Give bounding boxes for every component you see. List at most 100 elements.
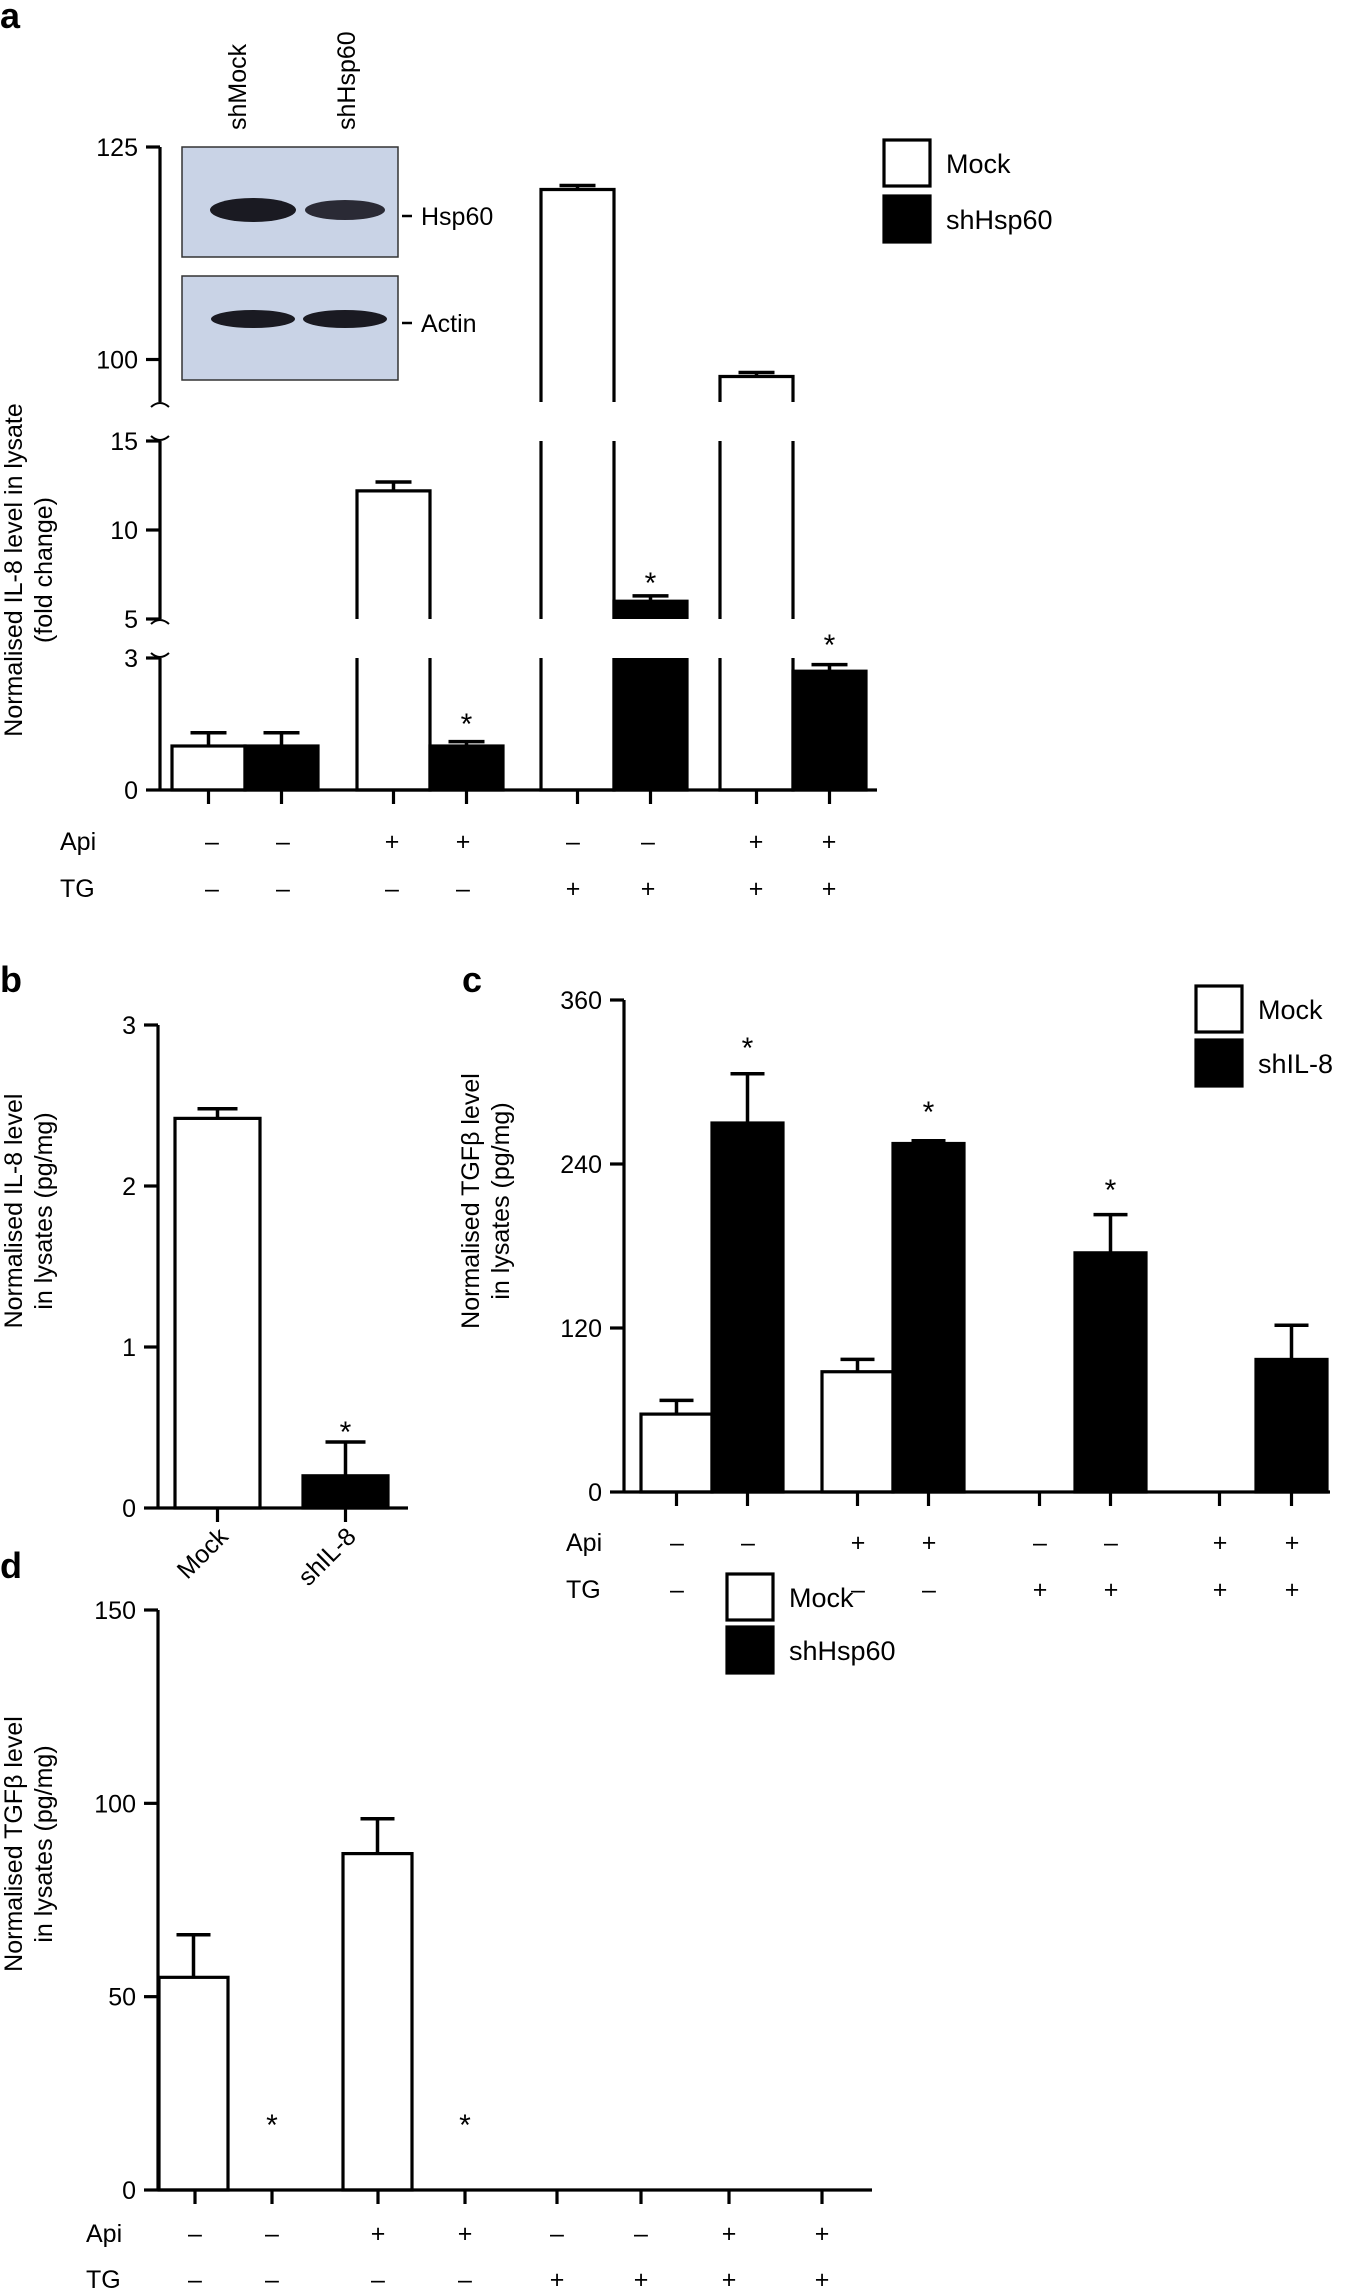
y-tick-label-d: 0 <box>122 2177 136 2205</box>
condition-tg-8: + <box>822 875 837 903</box>
panel-d-chart: Normalised TGFβ level in lysates (pg/mg)… <box>0 1572 896 2294</box>
condition-tg-2: – <box>276 875 290 903</box>
significance-marker: * <box>459 2109 471 2142</box>
panel-letter-b: b <box>0 959 22 1000</box>
condition-label-tg: TG <box>566 1576 601 1604</box>
condition-api-8: + <box>1285 1529 1300 1557</box>
condition-api-4: + <box>458 2220 473 2248</box>
bar-c-shil8-3 <box>1073 1251 1148 1494</box>
condition-api-5: – <box>566 828 580 856</box>
x-category-label-b: Mock <box>172 1522 234 1584</box>
panel-b-chart: Normalised IL-8 level in lysates (pg/mg)… <box>0 1012 408 1591</box>
y-tick-label-d: 100 <box>94 1790 136 1818</box>
bar-a-mock-1 <box>170 744 247 792</box>
y-tick-label-c: 240 <box>560 1151 602 1179</box>
bar-a-mock-2-middle <box>355 489 432 619</box>
ylabel-b: Normalised IL-8 level in lysates (pg/mg) <box>0 1094 58 1329</box>
y-tick-label-c: 120 <box>560 1315 602 1343</box>
condition-api-5: – <box>1033 1529 1047 1557</box>
panel-letter-d: d <box>0 1545 22 1586</box>
bar-a-mock-4-middle <box>718 441 795 619</box>
bar-a-mock-4-upper <box>718 374 795 402</box>
western-blot-inset: shMock shHsp60 Hsp60 Actin <box>181 31 493 381</box>
y-tick-label-d: 150 <box>94 1597 136 1625</box>
condition-tg-6: + <box>1104 1576 1119 1604</box>
condition-api-6: – <box>1104 1529 1118 1557</box>
condition-api-6: – <box>634 2220 648 2248</box>
y-tick-label-a: 125 <box>96 134 138 162</box>
bar-a-shhsp60-3-lower <box>612 658 689 792</box>
condition-api-3: + <box>385 828 400 856</box>
y-tick-label-a: 15 <box>110 428 138 456</box>
condition-api-2: – <box>741 1529 755 1557</box>
legend-swatch-mock <box>725 1572 775 1622</box>
condition-tg-1: – <box>188 2266 202 2294</box>
condition-tg-3: – <box>371 2266 385 2294</box>
y-tick-label-a: 0 <box>124 777 138 805</box>
y-tick-label-a: 100 <box>96 347 138 375</box>
condition-api-7: + <box>749 828 764 856</box>
bar-a-mock-3-middle <box>539 441 616 619</box>
blot-lane-label-2: shHsp60 <box>333 31 361 130</box>
y-tick-label-d: 50 <box>108 1984 136 2012</box>
condition-tg-1: – <box>670 1576 684 1604</box>
y-tick-label-a: 5 <box>124 606 138 634</box>
condition-api-1: – <box>188 2220 202 2248</box>
ylabel-a-line2: (fold change) <box>30 497 58 643</box>
condition-tg-5: + <box>550 2266 565 2294</box>
condition-api-7: + <box>722 2220 737 2248</box>
condition-tg-7: + <box>1213 1576 1228 1604</box>
condition-api-7: + <box>1213 1529 1228 1557</box>
significance-marker: * <box>340 1416 352 1449</box>
x-category-label-b: shIL-8 <box>293 1522 362 1591</box>
condition-api-4: + <box>456 828 471 856</box>
condition-tg-8: + <box>1285 1576 1300 1604</box>
panel-letter-c: c <box>462 959 482 1000</box>
significance-marker: * <box>742 1032 754 1065</box>
condition-api-8: + <box>815 2220 830 2248</box>
bar-d-mock-2 <box>341 1851 414 2192</box>
axis-break-mark <box>150 402 170 408</box>
blot-band-hsp60-shmock <box>210 198 296 222</box>
ylabel-b-line1: Normalised IL-8 level <box>0 1094 28 1329</box>
condition-api-5: – <box>550 2220 564 2248</box>
condition-tg-5: + <box>566 875 581 903</box>
condition-tg-6: + <box>641 875 656 903</box>
condition-api-8: + <box>822 828 837 856</box>
bar-a-mock-3-upper <box>539 187 616 402</box>
bar-a-shhsp60-1 <box>243 744 320 792</box>
condition-api-3: + <box>851 1529 866 1557</box>
condition-label-api: Api <box>566 1529 602 1557</box>
panel-letter-a: a <box>0 0 21 36</box>
ylabel-c-line1: Normalised TGFβ level <box>457 1073 485 1329</box>
ylabel-d: Normalised TGFβ level in lysates (pg/mg) <box>0 1716 58 1972</box>
bar-a-shhsp60-4 <box>791 669 868 792</box>
blot-band-label-hsp60: Hsp60 <box>421 203 493 231</box>
significance-marker: * <box>824 629 836 662</box>
bar-c-shil8-4 <box>1254 1357 1329 1494</box>
significance-marker: * <box>266 2109 278 2142</box>
y-tick-label-b: 2 <box>122 1173 136 1201</box>
bar-a-mock-4-lower <box>718 658 795 792</box>
condition-api-6: – <box>641 828 655 856</box>
legend-swatch-treated <box>725 1625 775 1675</box>
condition-api-3: + <box>371 2220 386 2248</box>
blot-band-hsp60-shhsp60 <box>305 200 385 220</box>
condition-tg-4: – <box>456 875 470 903</box>
legend-label-treated: shHsp60 <box>946 205 1053 235</box>
y-tick-label-c: 360 <box>560 987 602 1015</box>
ylabel-c: Normalised TGFβ level in lysates (pg/mg) <box>457 1073 515 1329</box>
condition-tg-3: – <box>385 875 399 903</box>
bar-b-mock <box>173 1116 262 1510</box>
ylabel-a: Normalised IL-8 level in lysate (fold ch… <box>0 403 58 736</box>
blot-panel-actin <box>181 275 399 381</box>
ylabel-d-line2: in lysates (pg/mg) <box>30 1745 58 1942</box>
condition-tg-4: – <box>922 1576 936 1604</box>
condition-tg-3: – <box>851 1576 865 1604</box>
condition-tg-1: – <box>205 875 219 903</box>
condition-tg-2: – <box>265 2266 279 2294</box>
significance-marker: * <box>645 567 657 600</box>
axis-break-mark <box>150 652 170 658</box>
blot-band-actin-shmock <box>211 310 295 328</box>
y-tick-label-a: 3 <box>124 645 138 673</box>
